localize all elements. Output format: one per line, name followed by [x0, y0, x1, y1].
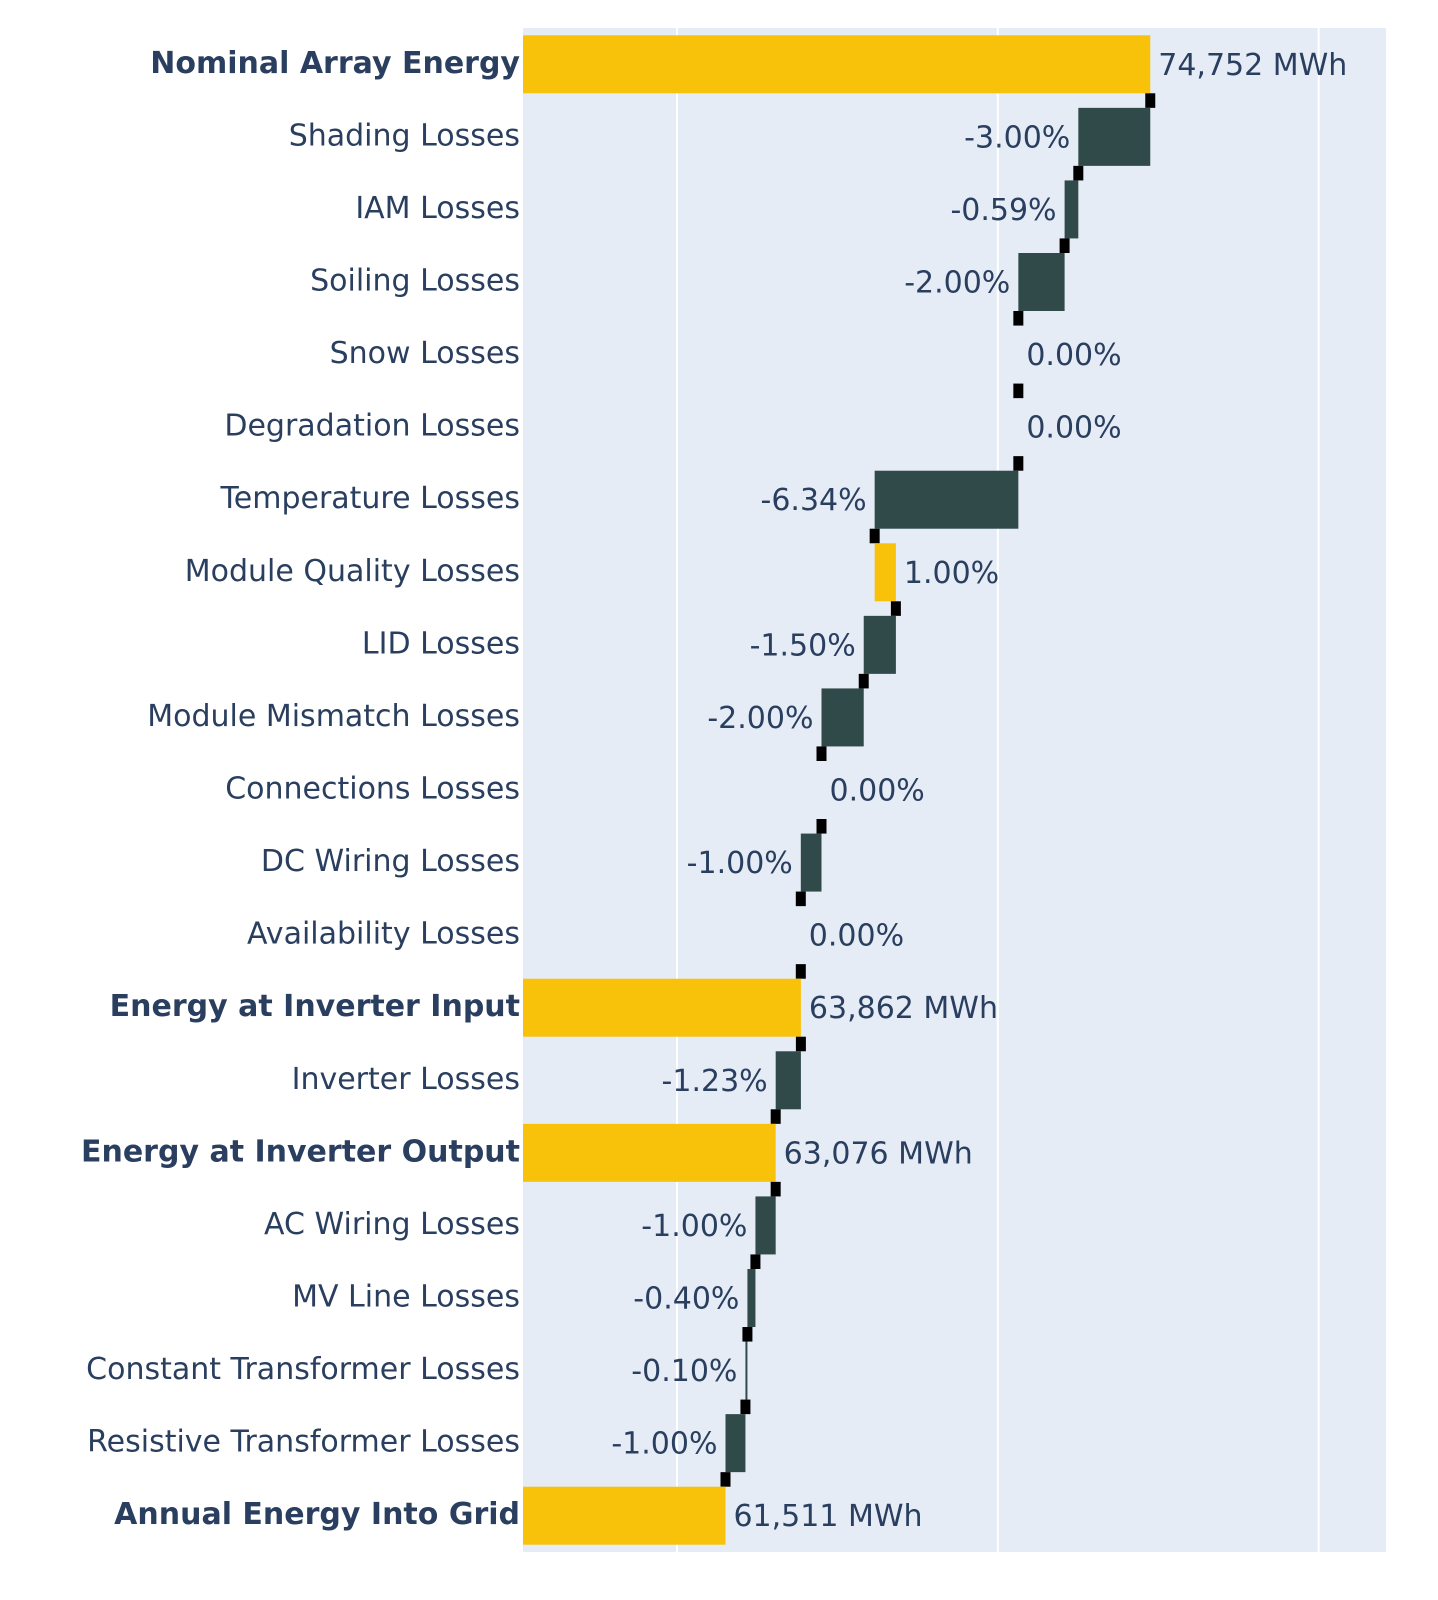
bar [745, 1341, 748, 1400]
category-label: Temperature Losses [220, 481, 520, 516]
value-label: 74,752 MWh [1158, 48, 1347, 83]
value-label: -6.34% [761, 483, 867, 518]
category-label: IAM Losses [355, 191, 520, 226]
value-label: 0.00% [1026, 411, 1121, 446]
category-label: AC Wiring Losses [264, 1207, 520, 1242]
value-label: 61,511 MWh [733, 1499, 922, 1534]
bar [523, 978, 801, 1037]
bar [523, 1123, 776, 1182]
category-label: Inverter Losses [292, 1062, 520, 1097]
value-label: -2.00% [707, 701, 813, 736]
category-label: Annual Energy Into Grid [114, 1497, 520, 1532]
bar [1078, 107, 1151, 166]
value-label: 1.00% [904, 556, 999, 591]
category-label: Availability Losses [247, 917, 520, 952]
bar [821, 688, 864, 747]
bar [747, 1269, 756, 1327]
bar [874, 543, 896, 602]
category-label: Resistive Transformer Losses [87, 1425, 520, 1460]
bar [1018, 253, 1065, 311]
value-label: -0.10% [631, 1354, 737, 1389]
value-label: -1.00% [687, 846, 793, 881]
bar [874, 470, 1019, 529]
value-label: 63,076 MWh [784, 1136, 973, 1171]
plot-area [523, 28, 1386, 1552]
category-label: LID Losses [362, 626, 520, 661]
category-label: Connections Losses [225, 772, 520, 807]
value-label: -1.50% [750, 628, 856, 663]
value-label: -1.00% [611, 1427, 717, 1462]
value-label: 0.00% [809, 919, 904, 954]
category-label: Degradation Losses [224, 409, 520, 444]
category-label: Soiling Losses [310, 264, 520, 299]
category-label: Nominal Array Energy [150, 46, 520, 81]
category-label: MV Line Losses [292, 1280, 520, 1315]
bar [725, 1414, 746, 1473]
value-label: 0.00% [1026, 338, 1121, 373]
category-label: Energy at Inverter Input [110, 989, 520, 1024]
category-label: Snow Losses [330, 336, 520, 371]
bar [775, 1051, 801, 1110]
bar [755, 1196, 776, 1255]
bar [800, 833, 822, 892]
value-label: -3.00% [964, 120, 1070, 155]
value-label: -0.40% [633, 1282, 739, 1317]
category-label: Module Mismatch Losses [147, 699, 520, 734]
bar [863, 615, 896, 674]
value-label: 0.00% [829, 774, 924, 809]
value-label: -0.59% [950, 193, 1056, 228]
bar [523, 1486, 726, 1545]
bar [1064, 180, 1079, 239]
category-label: Energy at Inverter Output [81, 1134, 520, 1169]
value-label: -1.23% [662, 1064, 768, 1099]
category-label: Module Quality Losses [185, 554, 520, 589]
category-label: Constant Transformer Losses [86, 1352, 520, 1387]
category-label: DC Wiring Losses [261, 844, 520, 879]
category-label: Shading Losses [289, 118, 520, 153]
value-label: -1.00% [641, 1209, 747, 1244]
value-label: -2.00% [904, 266, 1010, 301]
value-label: 63,862 MWh [809, 991, 998, 1026]
bar [523, 35, 1151, 94]
